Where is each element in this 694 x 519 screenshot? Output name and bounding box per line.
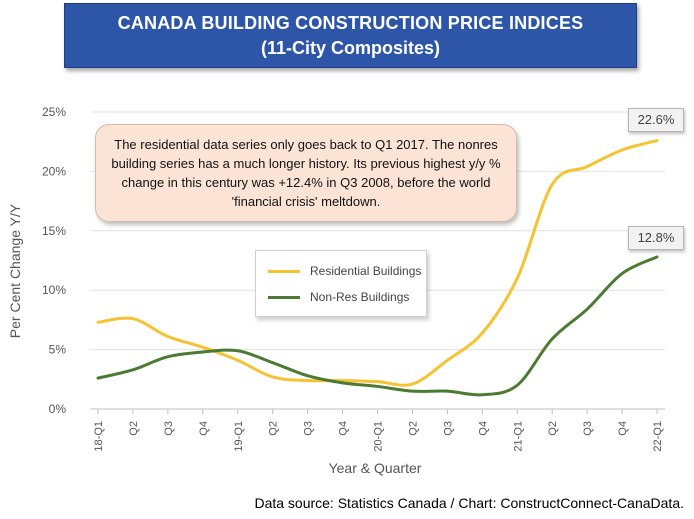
series-lines xyxy=(96,139,659,397)
source-note: Data source: Statistics Canada / Chart: … xyxy=(254,495,684,511)
callout-residential-last: 22.6% xyxy=(628,108,684,132)
legend-swatch-residential xyxy=(268,269,300,273)
y-tick-label: 5% xyxy=(49,343,67,357)
chart-subtitle: (11-City Composites) xyxy=(260,38,441,58)
y-tick-label: 15% xyxy=(42,224,66,238)
x-axis-ticks: 18-Q1 Q2 Q3 Q4 19-Q1 Q2 Q3 Q4 20-Q1 Q2 Q3 Q4 21-Q1 Q2… xyxy=(93,421,664,452)
x-tick-label: Q4 xyxy=(477,421,489,436)
x-tick-label: Q3 xyxy=(442,421,454,436)
x-tick-label: Q4 xyxy=(198,421,210,436)
legend-label-residential: Residential Buildings xyxy=(310,264,422,278)
x-tick-label: Q2 xyxy=(407,421,419,436)
x-tick-label: Q2 xyxy=(128,421,140,436)
x-tick-label: Q4 xyxy=(617,421,629,436)
y-axis-title: Per Cent Change Y/Y xyxy=(7,203,23,338)
y-tick-label: 0% xyxy=(49,402,67,416)
x-tick-label: Q4 xyxy=(338,421,350,436)
x-tick-label: Q3 xyxy=(303,421,315,436)
series-line-residential xyxy=(96,139,659,387)
legend-swatch-nonres xyxy=(268,295,300,299)
y-tick-label: 10% xyxy=(42,283,66,297)
x-tick-label: 22-Q1 xyxy=(652,421,664,452)
x-tick-label: 19-Q1 xyxy=(233,421,245,452)
legend-item-nonres: Non-Res Buildings xyxy=(268,289,409,305)
y-tick-label: 25% xyxy=(42,105,66,119)
x-tick-label: Q3 xyxy=(582,421,594,436)
y-axis-ticks: 0% 5% 10% 15% 20% 25% xyxy=(42,105,66,416)
legend-label-nonres: Non-Res Buildings xyxy=(310,290,410,304)
x-axis-title: Year & Quarter xyxy=(329,460,422,476)
x-tick-label: 21-Q1 xyxy=(512,421,524,452)
title-banner: CANADA BUILDING CONSTRUCTION PRICE INDIC… xyxy=(64,3,637,68)
annotation-text: The residential data series only goes ba… xyxy=(111,137,501,209)
series-line-nonres xyxy=(96,255,659,397)
legend: Residential Buildings Non-Res Buildings xyxy=(255,250,427,317)
x-tick-label: Q2 xyxy=(268,421,280,436)
callout-nonres-last: 12.8% xyxy=(628,226,684,250)
y-tick-label: 20% xyxy=(42,164,66,178)
x-tick-label: 18-Q1 xyxy=(93,421,105,452)
chart-title: CANADA BUILDING CONSTRUCTION PRICE INDIC… xyxy=(117,13,584,33)
annotation-box: The residential data series only goes ba… xyxy=(95,124,517,222)
x-tick-label: Q2 xyxy=(547,421,559,436)
x-tick-label: 20-Q1 xyxy=(373,421,385,452)
x-tick-label: Q3 xyxy=(163,421,175,436)
legend-item-residential: Residential Buildings xyxy=(268,263,421,279)
